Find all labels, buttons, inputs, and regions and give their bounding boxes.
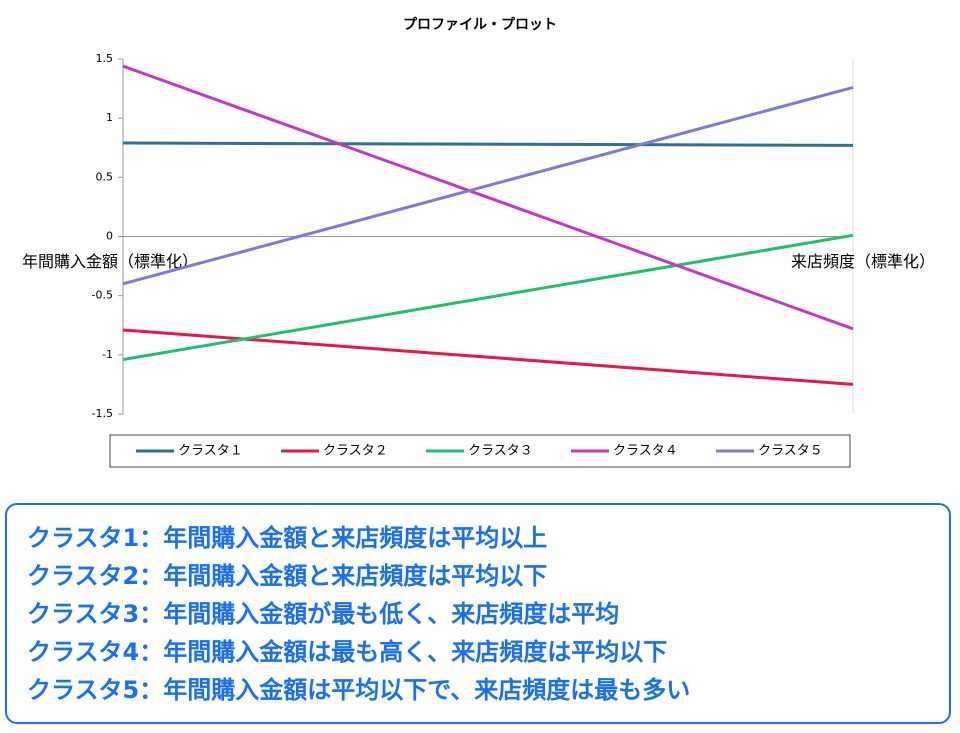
y-tick-label: 0 — [106, 230, 113, 243]
y-tick-label: -0.5 — [92, 289, 113, 302]
y-tick-label: -1.5 — [92, 407, 113, 420]
note-line: クラスタ2：年間購入金額と来店頻度は平均以下 — [27, 557, 949, 595]
legend-label: クラスタ３ — [468, 444, 533, 459]
note-line: クラスタ1：年間購入金額と来店頻度は平均以上 — [27, 519, 949, 557]
x-tick-label: 来店頻度（標準化） — [791, 252, 935, 271]
y-tick-label: 1 — [106, 111, 113, 124]
note-line: クラスタ5：年間購入金額は平均以下で、来店頻度は最も多い — [27, 671, 949, 709]
chart-title: プロファイル・プロット — [403, 17, 557, 33]
series-line — [123, 330, 853, 384]
legend-label: クラスタ４ — [613, 444, 678, 459]
x-tick-label: 年間購入金額（標準化） — [22, 252, 198, 271]
legend-label: クラスタ１ — [178, 444, 243, 459]
legend-label: クラスタ２ — [323, 444, 388, 459]
notes-box: クラスタ1：年間購入金額と来店頻度は平均以上クラスタ2：年間購入金額と来店頻度は… — [5, 503, 951, 724]
legend-label: クラスタ５ — [758, 444, 823, 459]
y-tick-label: 0.5 — [96, 170, 114, 183]
page: プロファイル・プロット -1.5 -1 -0.5 0 0.5 1 1.5 年間購入金額（標準化… — [0, 0, 960, 733]
series-line — [123, 66, 853, 329]
y-tick-label: 1.5 — [96, 52, 114, 65]
y-tick-label: -1 — [102, 348, 113, 361]
note-line: クラスタ4：年間購入金額は最も高く、来店頻度は平均以下 — [27, 633, 949, 671]
note-line: クラスタ3：年間購入金額が最も低く、来店頻度は平均 — [27, 595, 949, 633]
chart: プロファイル・プロット -1.5 -1 -0.5 0 0.5 1 1.5 年間購入金額（標準化… — [0, 0, 960, 495]
series-line — [123, 143, 853, 145]
